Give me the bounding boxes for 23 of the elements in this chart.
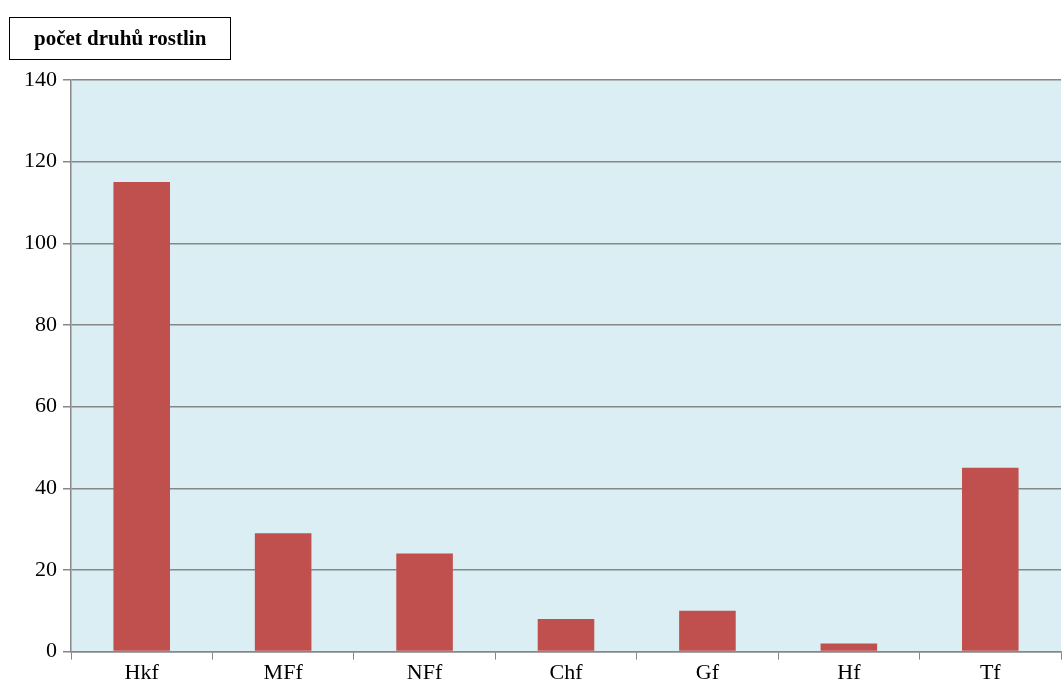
x-tick-label: Chf xyxy=(549,658,584,684)
x-tick-label: Tf xyxy=(979,658,1002,684)
bar xyxy=(537,618,595,651)
bar xyxy=(254,533,312,651)
x-tick-label: Gf xyxy=(695,658,720,684)
y-tick-label: 0 xyxy=(46,637,57,663)
bar xyxy=(679,610,736,651)
x-tick-label: NFf xyxy=(406,658,443,684)
x-tick-label: Hf xyxy=(837,658,862,684)
bar xyxy=(820,643,878,651)
y-tick-label: 80 xyxy=(35,310,57,336)
y-tick-label: 60 xyxy=(35,392,57,418)
y-tick-label: 140 xyxy=(24,65,57,91)
y-axis-title: počet druhů rostlin xyxy=(9,17,232,60)
bar xyxy=(113,182,170,651)
x-tick-label: MFf xyxy=(263,658,304,684)
y-tick-label: 120 xyxy=(24,147,57,173)
bar xyxy=(396,553,453,651)
y-tick-label: 20 xyxy=(35,555,57,581)
bar xyxy=(962,467,1019,651)
y-tick-label: 40 xyxy=(35,474,57,500)
y-tick-label: 100 xyxy=(24,229,57,255)
x-tick-label: Hkf xyxy=(124,658,160,684)
